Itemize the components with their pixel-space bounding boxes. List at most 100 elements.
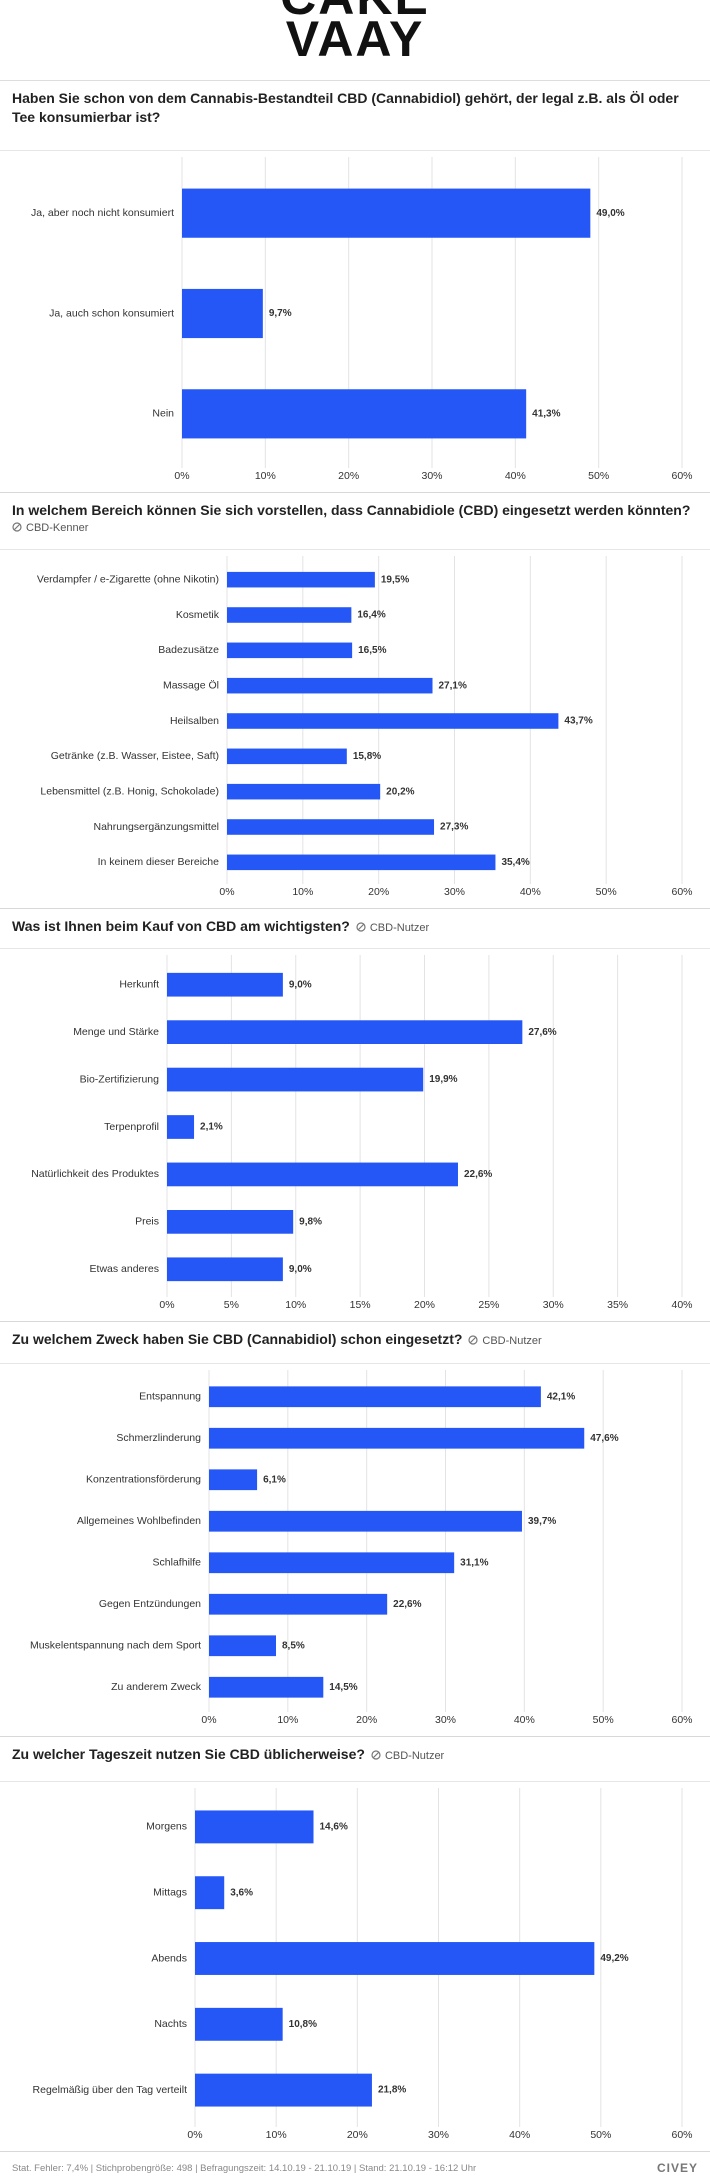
bar	[227, 783, 381, 800]
bar	[209, 1552, 455, 1574]
bar	[182, 288, 263, 339]
value-label: 9,8%	[299, 1216, 322, 1227]
bar	[167, 1162, 458, 1187]
chart-section: Haben Sie schon von dem Cannabis-Bestand…	[0, 81, 710, 493]
y-tick-label: Regelmäßig über den Tag verteilt	[33, 2084, 188, 2096]
bar	[227, 642, 353, 659]
tag-icon-shape	[12, 522, 22, 532]
tag-icon	[371, 1750, 381, 1760]
x-tick-label: 25%	[478, 1299, 499, 1311]
y-tick-label: Menge und Stärke	[73, 1026, 159, 1038]
x-tick-label: 0%	[159, 1299, 174, 1311]
logo-line: CAKE	[0, 0, 710, 22]
x-tick-label: 30%	[543, 1299, 564, 1311]
value-label: 6,1%	[263, 1474, 286, 1485]
x-tick-label: 5%	[224, 1299, 239, 1311]
x-tick-label: 40%	[671, 1299, 692, 1311]
value-label: 39,7%	[528, 1516, 556, 1527]
value-label: 14,6%	[320, 1822, 348, 1833]
bar	[167, 1067, 424, 1092]
y-tick-label: Herkunft	[119, 978, 159, 990]
x-tick-label: 10%	[292, 886, 313, 898]
chart-header: Haben Sie schon von dem Cannabis-Bestand…	[0, 81, 710, 151]
value-label: 3,6%	[230, 1887, 253, 1898]
bar	[209, 1593, 388, 1615]
value-label: 9,0%	[289, 979, 312, 990]
bar	[227, 713, 559, 729]
x-tick-label: 0%	[174, 470, 189, 482]
y-tick-label: Zu anderem Zweck	[111, 1681, 202, 1693]
bar	[227, 819, 435, 835]
x-tick-label: 20%	[338, 470, 359, 482]
y-tick-label: Massage Öl	[163, 679, 219, 691]
x-tick-label: 30%	[428, 2129, 449, 2141]
chart-title: Zu welcher Tageszeit nutzen Sie CBD übli…	[12, 1746, 365, 1762]
bar	[227, 748, 347, 765]
chart: 0% 5% 10% 15% 20% 25% 30% 35% 40% Herkunft 9,0% Men…	[31, 955, 693, 1311]
value-label: 41,3%	[532, 408, 560, 419]
bar	[182, 188, 591, 238]
y-tick-label: Bio-Zertifizierung	[80, 1073, 160, 1085]
chart-title: In welchem Bereich können Sie sich vorst…	[12, 502, 691, 518]
x-tick-label: 0%	[219, 886, 234, 898]
y-tick-label: Preis	[135, 1216, 159, 1228]
tag-icon-shape	[371, 1750, 381, 1760]
y-tick-label: Etwas anderes	[90, 1263, 159, 1275]
bar	[167, 972, 283, 997]
bar	[195, 2073, 372, 2107]
x-tick-label: 60%	[671, 2129, 692, 2141]
y-tick-label: Badezusätze	[158, 644, 219, 656]
x-tick-label: 40%	[505, 470, 526, 482]
x-tick-label: 10%	[277, 1714, 298, 1726]
y-tick-label: Lebensmittel (z.B. Honig, Schokolade)	[40, 785, 219, 797]
y-tick-label: In keinem dieser Bereiche	[98, 856, 220, 868]
bar	[209, 1469, 258, 1491]
value-label: 19,5%	[381, 574, 409, 585]
audience-tag: CBD-Nutzer	[468, 1335, 542, 1347]
value-label: 9,0%	[289, 1264, 312, 1275]
value-label: 19,9%	[429, 1074, 457, 1085]
x-tick-label: 0%	[187, 2129, 202, 2141]
x-tick-label: 50%	[596, 886, 617, 898]
y-tick-label: Ja, aber noch nicht konsumiert	[31, 207, 174, 219]
tag-icon-shape	[357, 924, 364, 930]
tag-icon-shape	[373, 1752, 379, 1758]
chart-section: In welchem Bereich können Sie sich vorst…	[0, 493, 710, 909]
chart-section: Zu welchem Zweck haben Sie CBD (Cannabid…	[0, 1322, 710, 1737]
chart: 0% 10% 20% 30% 40% 50% 60% Verdampfer / e-Zigar…	[37, 556, 693, 898]
bar	[209, 1510, 522, 1532]
audience-tag: CBD-Kenner	[12, 522, 698, 534]
value-label: 43,7%	[564, 716, 592, 727]
bar	[209, 1427, 585, 1449]
value-label: 27,1%	[439, 680, 467, 691]
bar	[209, 1635, 277, 1657]
value-label: 9,7%	[269, 308, 292, 319]
y-tick-label: Abends	[151, 1952, 187, 1964]
footer-brand: CIVEY	[656, 2161, 698, 2175]
bar	[167, 1210, 294, 1234]
chart-title: Was ist Ihnen beim Kauf von CBD am wicht…	[12, 918, 350, 934]
x-tick-label: 50%	[590, 2129, 611, 2141]
x-tick-label: 60%	[671, 470, 692, 482]
y-tick-label: Ja, auch schon konsumiert	[49, 307, 174, 319]
y-tick-label: Terpenprofil	[104, 1121, 159, 1133]
chart: 0% 10% 20% 30% 40% 50% 60% Ja, aber noch nicht …	[31, 157, 693, 482]
sections: Haben Sie schon von dem Cannabis-Bestand…	[0, 81, 710, 2152]
y-tick-label: Schlafhilfe	[153, 1557, 202, 1569]
x-tick-label: 50%	[588, 470, 609, 482]
tag-icon-shape	[356, 922, 366, 932]
tag-icon-shape	[14, 524, 20, 530]
y-tick-label: Entspannung	[139, 1391, 201, 1403]
chart-header: In welchem Bereich können Sie sich vorst…	[0, 493, 710, 550]
y-tick-label: Kosmetik	[176, 609, 220, 621]
logo: CAKE VAAY	[0, 0, 710, 81]
x-tick-label: 60%	[671, 1714, 692, 1726]
bar	[227, 677, 433, 694]
tag-icon-shape	[470, 1337, 477, 1343]
x-tick-label: 10%	[285, 1299, 306, 1311]
audience-tag: CBD-Nutzer	[356, 922, 429, 934]
y-tick-label: Muskelentspannung nach dem Sport	[30, 1640, 201, 1652]
x-tick-label: 40%	[514, 1714, 535, 1726]
chart: 0% 10% 20% 30% 40% 50% 60% Morgens 14,6% Mittags 3…	[33, 1788, 693, 2141]
